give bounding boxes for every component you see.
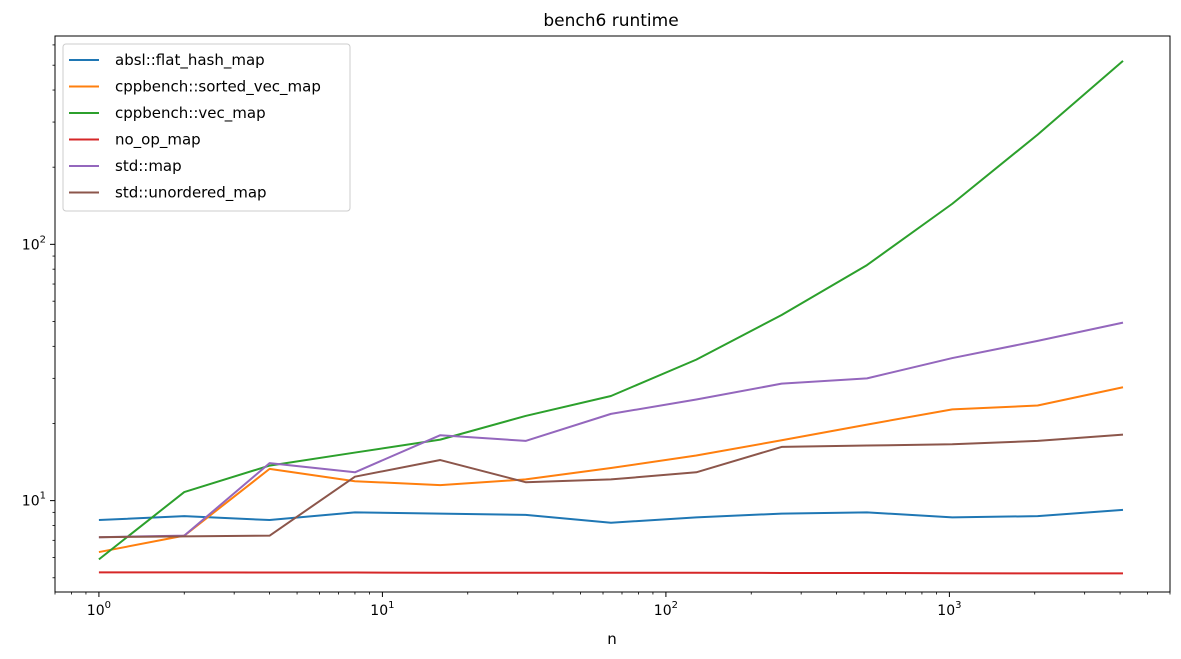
legend-box (62, 43, 351, 212)
series-line-2 (98, 60, 1124, 561)
y-tick-label: 102 (22, 234, 46, 253)
series-line-4 (98, 321, 1124, 539)
chart-title: bench6 runtime (543, 11, 678, 31)
legend-label: std::map (115, 157, 182, 175)
x-tick-label: 101 (370, 600, 394, 619)
x-axis: 100 101 102 103 (54, 592, 1171, 619)
series-line-1 (98, 386, 1124, 554)
legend-label: no_op_map (115, 131, 201, 150)
legend-label: cppbench::vec_map (115, 104, 266, 123)
x-tick-label: 100 (87, 600, 111, 619)
series-line-5 (98, 433, 1124, 539)
legend[interactable]: absl::flat_hash_mapcppbench::sorted_vec_… (62, 43, 351, 212)
series-line-3 (98, 571, 1123, 575)
legend-label: absl::flat_hash_map (115, 51, 265, 70)
series-line-0 (98, 508, 1124, 524)
x-axis-label: n (607, 630, 617, 648)
legend-label: std::unordered_map (115, 184, 267, 203)
y-tick-label: 101 (22, 491, 46, 510)
legend-label: cppbench::sorted_vec_map (115, 78, 321, 97)
y-axis: 101 102 (22, 44, 55, 579)
plot-frame (54, 35, 1171, 593)
series-layer (98, 60, 1124, 575)
x-tick-label: 102 (654, 600, 678, 619)
x-tick-label: 103 (937, 600, 961, 619)
